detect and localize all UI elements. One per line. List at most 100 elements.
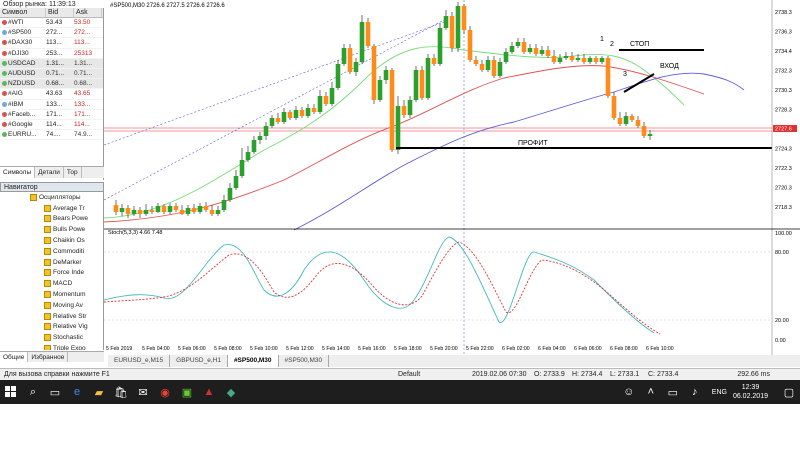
ask-cell: 272... (74, 29, 91, 37)
market-watch-row[interactable]: #AIG 43.63 43.65 (0, 89, 103, 100)
bid-cell: 43.63 (46, 90, 63, 98)
tab-common[interactable]: Общие (0, 352, 29, 362)
ask-cell: 25313 (74, 49, 93, 57)
candle-body (215, 210, 221, 214)
symbol-status-icon (2, 71, 7, 77)
candle-body (257, 136, 263, 140)
market-watch-row[interactable]: USDCAD 1.31... 1.31... (0, 58, 103, 69)
candle-body (161, 206, 167, 212)
market-watch-row[interactable]: EURRU... 74.... 74.9... (0, 130, 103, 141)
trading-app-icon[interactable]: ◆ (226, 386, 236, 399)
tab-favorites[interactable]: Избранное (28, 352, 69, 362)
ask-cell: 0.68... (74, 80, 93, 88)
nav-indicator-item[interactable]: Momentum (0, 289, 103, 300)
nav-indicator-item[interactable]: Triple Expo (0, 343, 103, 350)
app-icon[interactable]: ▣ (181, 386, 193, 399)
market-watch-row[interactable]: #WTI 53.43 53.50 (0, 18, 103, 29)
nav-indicator-item[interactable]: Stochastic (0, 332, 103, 343)
folder-icon[interactable]: ▰ (94, 386, 104, 399)
network-icon[interactable]: ▭ (667, 386, 678, 399)
nav-indicator-item[interactable]: Moving Av (0, 300, 103, 311)
clock[interactable]: 12:39 06.02.2019 (732, 384, 768, 400)
indicator-icon (44, 237, 51, 245)
edge-icon[interactable]: e (73, 386, 81, 398)
tab-details[interactable]: Детали (35, 167, 64, 178)
market-watch-row[interactable]: #Faceb... 171... 171... (0, 110, 103, 120)
chart-tab[interactable]: EURUSD_e,M15 (108, 355, 171, 367)
market-watch-row[interactable]: #DJI30 253... 25313 (0, 49, 103, 59)
chart-tab[interactable]: #SP500,M30 (279, 355, 330, 367)
col-bid[interactable]: Bid (46, 8, 74, 17)
nav-indicator-item[interactable]: Average Tr (0, 203, 103, 214)
candle-body (635, 120, 641, 126)
taskbar: ⌕ ▭ e ▰ 🛍 ✉ ◉ ▣ ▲ ◆ ☺ ˄ ▭ ♪ ENG 12:39 06… (0, 380, 800, 404)
col-symbol[interactable]: Символ (0, 8, 46, 17)
bid-cell: 113... (46, 39, 62, 47)
chart-tab[interactable]: #SP500,M30 (227, 355, 279, 367)
candle-body (557, 58, 563, 62)
nav-indicator-item[interactable]: Force Inde (0, 268, 103, 279)
mid-ma-line (104, 65, 705, 223)
market-watch-row[interactable]: AUDUSD 0.71... 0.71... (0, 68, 103, 80)
mail-icon[interactable]: ✉ (138, 386, 148, 399)
candle-body (461, 6, 467, 30)
bid-cell: 0.71... (46, 70, 65, 78)
candle-body (293, 110, 299, 118)
candle-body (545, 50, 551, 56)
candle-body (629, 116, 635, 120)
ask-cell: 0.71... (74, 70, 93, 78)
nav-oscillators-folder[interactable]: Осцилляторы (0, 192, 103, 203)
candle-body (281, 112, 287, 122)
language-indicator[interactable]: ENG (711, 388, 727, 396)
nav-indicator-item[interactable]: Bears Powe (0, 214, 103, 225)
current-price-marker (773, 125, 797, 132)
person-icon[interactable]: ☺ (623, 386, 635, 398)
chart-tab[interactable]: GBPUSD_e,H1 (170, 355, 228, 367)
candle-body (623, 116, 629, 124)
indicator-icon (44, 258, 51, 266)
tab-top[interactable]: Тор (64, 167, 82, 178)
nav-indicator-item[interactable]: Bulls Powe (0, 224, 103, 235)
stop-label: СТОП (630, 41, 649, 48)
market-watch-row[interactable]: #DAX30 113... 113... (0, 38, 103, 49)
time-tick-label: 6 Feb 04:00 (538, 346, 566, 352)
nav-indicator-item[interactable]: Commoditi (0, 246, 103, 257)
market-watch-tabs: Символы Детали Тор (0, 166, 104, 178)
tab-symbols[interactable]: Символы (0, 167, 36, 178)
folder-icon (30, 193, 37, 201)
market-watch-panel: Символ Bid Ask #WTI 53.43 53.50 #SP500 272..… (0, 8, 104, 180)
candle-body (419, 70, 425, 98)
search-icon[interactable]: ⌕ (29, 385, 37, 398)
candle-body (479, 64, 485, 70)
notifications-icon[interactable]: ▢ (783, 386, 795, 399)
market-watch-row[interactable]: #SP500 272... 272... (0, 28, 103, 39)
nav-indicator-item[interactable]: DeMarker (0, 257, 103, 268)
nav-indicator-item[interactable]: MACD (0, 278, 103, 289)
task-view-icon[interactable]: ▭ (49, 386, 61, 399)
price-axis: 2738.32736.32734.42732.32730.32728.32726… (771, 0, 797, 355)
price-chart[interactable]: #SP500,M30 2726.6 2727.5 2726.6 2726.6 С… (104, 0, 800, 355)
nav-indicator-item[interactable]: Chaikin Os (0, 235, 103, 246)
candle-body (605, 58, 611, 96)
market-watch-row[interactable]: #IBM 133... 133... (0, 100, 103, 110)
market-watch-row[interactable]: #Google 114... 114... (0, 120, 103, 131)
chrome-icon[interactable]: ◉ (160, 386, 170, 399)
indicator-icon (44, 334, 51, 342)
indicator-icon (44, 269, 51, 277)
bid-cell: 1.31... (46, 59, 65, 67)
volume-icon[interactable]: ♪ (692, 386, 698, 398)
time-tick-label: 5 Feb 2019 (106, 346, 132, 352)
nav-indicator-item[interactable]: Relative Vig (0, 322, 103, 333)
tray-arrow-icon[interactable]: ˄ (647, 386, 654, 398)
market-watch-header: Символ Bid Ask (0, 8, 103, 18)
store-icon[interactable]: 🛍 (114, 386, 128, 399)
price-tick-label: 2722.3 (775, 166, 792, 172)
nav-indicator-item[interactable]: Relative Str (0, 311, 103, 322)
windows-start-icon[interactable] (0, 380, 22, 404)
market-watch-row[interactable]: NZDUSD 0.68... 0.68... (0, 79, 103, 90)
marker-3: 3 (623, 71, 627, 78)
stoch-main-line (104, 236, 655, 334)
terminal-icon[interactable]: ▲ (203, 386, 215, 398)
col-ask[interactable]: Ask (74, 8, 102, 17)
ask-cell: 43.65 (74, 90, 91, 98)
